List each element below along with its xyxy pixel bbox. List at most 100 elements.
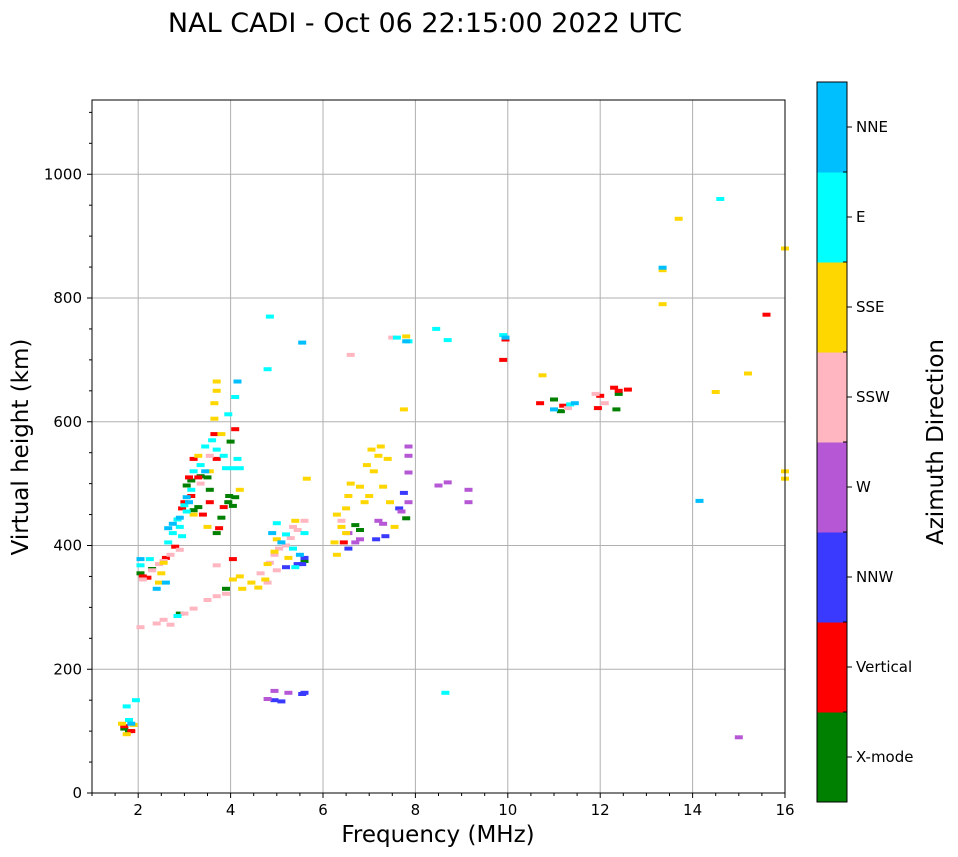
- data-point: [744, 371, 752, 376]
- data-point: [224, 500, 233, 505]
- data-point: [189, 512, 198, 517]
- data-point: [164, 540, 173, 545]
- data-point: [536, 401, 545, 406]
- data-point: [203, 598, 212, 602]
- colorbar-segment: [817, 712, 847, 803]
- data-point: [295, 552, 304, 557]
- data-point: [189, 469, 198, 474]
- data-point: [351, 540, 360, 545]
- data-point: [383, 456, 392, 461]
- colorbar-tick-label: SSE: [856, 298, 885, 316]
- x-tick-label: 12: [591, 801, 610, 819]
- data-point: [122, 704, 131, 709]
- data-point: [342, 506, 351, 511]
- data-point: [356, 537, 364, 542]
- grid-lines: [92, 100, 786, 794]
- data-point: [392, 335, 401, 340]
- data-point: [189, 606, 198, 611]
- data-point: [291, 565, 300, 570]
- colorbar-tick-label: E: [856, 208, 865, 226]
- data-point: [302, 476, 311, 481]
- data-point: [402, 339, 411, 344]
- data-point: [399, 490, 408, 495]
- data-point: [265, 314, 274, 319]
- data-point: [194, 475, 203, 480]
- colorbar-tick-label: SSW: [856, 388, 890, 406]
- data-point: [277, 699, 286, 704]
- data-point: [185, 500, 193, 505]
- data-point: [339, 540, 348, 545]
- y-tick-label: 600: [53, 413, 82, 431]
- data-point: [157, 571, 166, 576]
- data-point: [464, 500, 473, 505]
- data-point: [369, 469, 378, 474]
- y-axis-label: Virtual height (km): [8, 339, 34, 556]
- data-point: [203, 475, 212, 480]
- plot-area: 2 4 6 8 10 12 14 16 0 200 400 600 800 1000: [44, 99, 795, 819]
- data-point: [272, 537, 281, 542]
- x-tick-label: 16: [775, 801, 794, 819]
- data-point: [332, 512, 341, 517]
- data-point: [127, 729, 136, 734]
- series-vertical: [120, 312, 771, 734]
- data-point: [122, 732, 131, 737]
- data-point: [212, 379, 221, 384]
- data-point: [591, 391, 600, 396]
- data-point: [332, 552, 341, 557]
- data-point: [263, 367, 272, 372]
- data-point: [238, 586, 247, 591]
- data-point: [365, 494, 374, 498]
- data-point: [161, 555, 170, 560]
- data-point: [390, 524, 399, 529]
- data-point: [623, 387, 632, 392]
- data-point: [432, 326, 441, 331]
- data-point: [120, 724, 129, 729]
- data-point: [210, 416, 219, 421]
- data-point: [593, 406, 602, 411]
- data-point: [212, 531, 221, 536]
- data-point: [346, 352, 355, 357]
- x-tick-label: 6: [318, 801, 328, 819]
- data-point: [270, 549, 279, 554]
- data-point: [300, 531, 309, 536]
- data-point: [182, 495, 191, 500]
- data-point: [247, 580, 256, 585]
- data-point: [143, 575, 152, 580]
- data-point: [210, 432, 219, 437]
- data-point: [189, 456, 198, 461]
- data-point: [222, 586, 230, 591]
- colorbar-tick-label: NNW: [856, 568, 893, 586]
- data-point: [205, 469, 214, 474]
- data-point: [372, 537, 381, 542]
- series-nnw: [270, 490, 408, 704]
- data-point: [185, 475, 193, 480]
- data-point: [337, 524, 346, 529]
- data-point: [152, 586, 161, 591]
- series-nne: [127, 265, 704, 726]
- data-point: [203, 524, 212, 529]
- colorbar: X-mode Vertical NNW W SSW SSE E NNE: [816, 81, 913, 803]
- data-point: [219, 453, 228, 458]
- data-point: [228, 557, 237, 562]
- data-point: [235, 487, 244, 492]
- data-point: [171, 544, 180, 549]
- data-point: [231, 395, 240, 399]
- data-point: [342, 531, 351, 536]
- colorbar-segment: [817, 262, 847, 353]
- data-point: [175, 611, 184, 616]
- data-point: [376, 444, 385, 449]
- data-point: [180, 611, 189, 616]
- data-point: [235, 574, 244, 579]
- data-point: [566, 402, 575, 407]
- data-point: [148, 568, 157, 573]
- data-point: [187, 478, 196, 483]
- data-point: [231, 495, 240, 500]
- data-point: [180, 500, 189, 505]
- data-point: [344, 494, 353, 498]
- data-point: [168, 531, 177, 536]
- data-point: [402, 516, 411, 521]
- colorbar-segment: [817, 442, 847, 533]
- data-point: [120, 726, 129, 731]
- data-point: [208, 438, 217, 443]
